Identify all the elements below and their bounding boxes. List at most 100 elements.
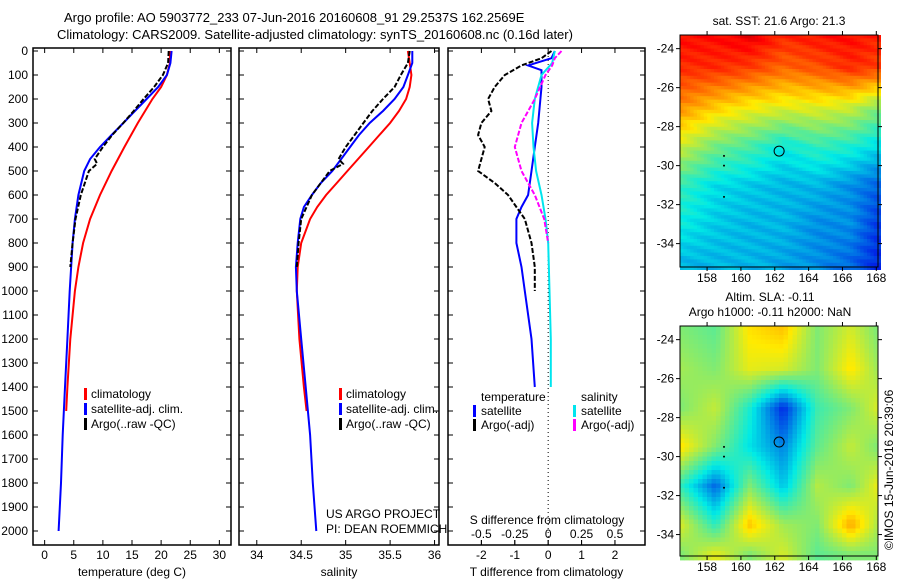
map-cell (689, 389, 694, 394)
map-cell (846, 235, 851, 240)
map-cell (873, 266, 878, 270)
map-cell (829, 262, 834, 267)
map-cell (816, 174, 820, 179)
map-cell (864, 344, 870, 349)
map-cell (775, 171, 779, 175)
map-cell (754, 259, 759, 264)
map-cell (779, 366, 784, 372)
map-cell (870, 188, 875, 192)
map-cell (870, 262, 875, 267)
map-cell (720, 208, 725, 213)
difference-profile-frame (447, 47, 646, 546)
map-cell (707, 198, 711, 202)
map-cell (720, 65, 725, 70)
map-cell (714, 116, 718, 121)
map-cell (801, 353, 807, 358)
map-cell (697, 198, 701, 202)
map-cell (853, 222, 858, 226)
map-cell (680, 150, 684, 155)
map-cell (792, 239, 796, 243)
map-cell (698, 362, 703, 367)
map-cell (863, 113, 868, 117)
map-cell (856, 177, 861, 182)
map-cell (860, 120, 864, 124)
map-cell (686, 228, 691, 233)
map-cell (801, 375, 807, 381)
map-cell (867, 164, 871, 168)
map-cell (853, 106, 858, 111)
map-cell (680, 225, 684, 230)
map-cell (758, 181, 762, 185)
map-cell (853, 259, 858, 264)
map-cell (697, 249, 701, 253)
map-cell (720, 123, 725, 128)
map-cell (826, 62, 830, 66)
map-cell (765, 133, 769, 138)
map-cell (758, 35, 762, 39)
map-cell (703, 184, 708, 189)
map-cell (771, 133, 776, 138)
map-cell (839, 208, 844, 213)
map-cell (846, 259, 851, 264)
map-cell (714, 167, 718, 172)
map-cell (725, 389, 730, 394)
map-cell (873, 371, 879, 376)
map-cell (799, 52, 803, 56)
map-cell (737, 211, 742, 216)
map-cell (870, 232, 875, 236)
map-cell (737, 266, 742, 270)
map-cell (873, 38, 878, 43)
map-cell (788, 167, 793, 172)
map-cell (751, 242, 756, 247)
map-cell (748, 252, 752, 257)
map-cell (867, 126, 871, 131)
map-cell (754, 126, 759, 131)
map-cell (710, 181, 715, 185)
map-cell (805, 154, 810, 158)
map-cell (826, 188, 830, 192)
map-cell (754, 177, 759, 182)
map-cell (731, 228, 735, 233)
map-cell (809, 208, 813, 213)
map-cell (690, 147, 694, 151)
map-cell (720, 157, 725, 162)
map-cell (824, 348, 829, 354)
map-cell (853, 116, 858, 121)
map-cell (693, 371, 699, 376)
map-cell (867, 116, 871, 121)
map-cell (799, 184, 803, 189)
map-cell (778, 249, 783, 253)
map-cell (683, 239, 688, 243)
map-cell (727, 123, 732, 128)
map-cell (765, 55, 769, 60)
map-cell (863, 52, 868, 56)
map-cell (867, 188, 871, 192)
map-cell (744, 164, 749, 168)
map-cell (833, 225, 837, 230)
depth-tick-label: 800 (8, 236, 28, 250)
map-cell (809, 140, 813, 145)
map-cell (771, 222, 776, 226)
map-cell (867, 194, 871, 199)
map-cell (795, 103, 800, 107)
map-cell (855, 362, 861, 367)
map-cell (686, 157, 691, 162)
map-cell (703, 160, 708, 165)
map-cell (856, 65, 861, 70)
map-cell (710, 266, 715, 270)
map-cell (758, 266, 762, 270)
map-cell (809, 123, 813, 128)
map-cell (860, 133, 864, 138)
map-cell (863, 211, 868, 216)
map-cell (690, 45, 694, 49)
map-cell (741, 65, 745, 70)
map-cell (680, 211, 684, 216)
x-tick-label: 20 (154, 548, 168, 562)
map-cell (680, 366, 685, 372)
map-cell (809, 242, 813, 247)
map-cell (741, 92, 745, 97)
map-cell (863, 239, 868, 243)
map-cell (826, 177, 830, 182)
map-cell (725, 380, 730, 385)
map-cell (856, 194, 861, 199)
